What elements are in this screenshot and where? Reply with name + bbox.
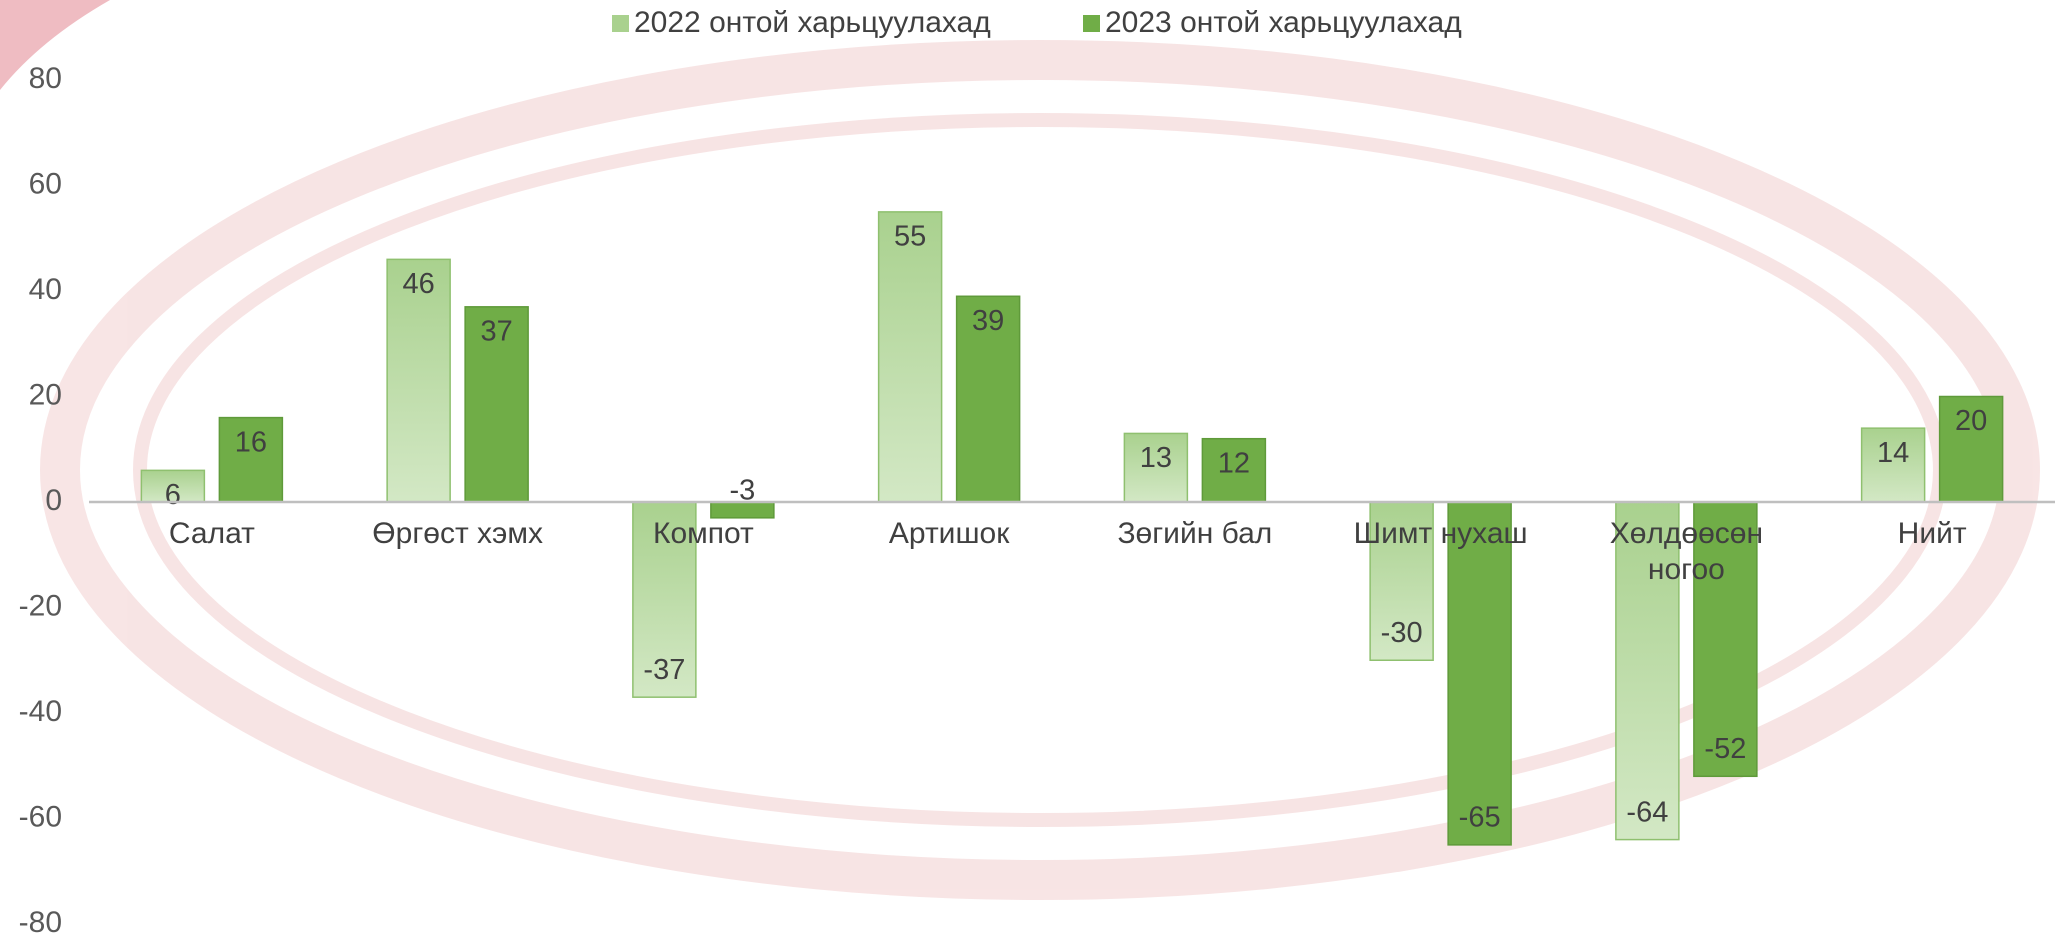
data-label: 14 <box>1877 437 1909 469</box>
bar <box>1447 501 1512 846</box>
bar <box>877 211 943 503</box>
x-tick-label: Өргөст хэмх <box>372 517 543 550</box>
bar <box>140 469 206 503</box>
data-label: -37 <box>643 654 685 686</box>
data-label: -64 <box>1626 796 1668 828</box>
x-tick-label: Салат <box>168 517 255 550</box>
bar <box>1693 501 1758 778</box>
data-label: -30 <box>1381 617 1423 649</box>
y-tick-label: 80 <box>29 62 62 95</box>
bar <box>464 306 529 503</box>
data-label: 20 <box>1955 405 1987 437</box>
y-tick-label: -20 <box>19 589 62 622</box>
y-tick-label: 0 <box>45 484 62 517</box>
bar <box>1201 437 1267 503</box>
x-tick-label-box: Нийт <box>1897 517 1967 550</box>
data-label: 6 <box>165 479 181 511</box>
x-tick-label-box: Салат <box>168 517 255 550</box>
bar <box>386 258 451 503</box>
x-tick-label-box: Компот <box>652 517 754 550</box>
data-label: 13 <box>1140 442 1172 474</box>
data-label: -52 <box>1704 733 1746 765</box>
data-label: 12 <box>1218 447 1250 479</box>
legend-label: 2023 онтой харьцуулахад <box>1105 6 1462 39</box>
legend-swatch <box>612 15 629 32</box>
legend-label: 2022 онтой харьцуулахад <box>634 6 991 39</box>
x-tick-label: Артишок <box>888 517 1010 550</box>
y-tick-label: -40 <box>19 695 62 728</box>
y-tick-label: 40 <box>29 273 62 306</box>
x-tick-label-box: Өргөст хэмх <box>372 517 543 550</box>
data-label: 55 <box>894 221 926 253</box>
x-tick-label: Зөгийн бал <box>1117 517 1273 550</box>
y-tick-label: 60 <box>29 167 62 200</box>
corner-decoration <box>0 0 110 90</box>
bar <box>1938 395 2004 503</box>
data-label: 39 <box>972 305 1004 337</box>
x-tick-label-box: Зөгийн бал <box>1117 517 1273 550</box>
bar <box>632 501 697 698</box>
bar <box>955 295 1021 503</box>
y-tick-label: -60 <box>19 800 62 833</box>
data-label: -65 <box>1459 802 1501 834</box>
data-label: 37 <box>480 315 512 347</box>
x-tick-label: Компот <box>652 517 754 550</box>
x-tick-label-box: Хөлдөөсөн ногоо <box>1609 517 1764 586</box>
x-tick-label-box: Артишок <box>888 517 1010 550</box>
x-tick-label-box: Шимт нухаш <box>1353 517 1528 550</box>
x-tick-label: Шимт нухаш <box>1353 517 1528 550</box>
y-tick-label: -80 <box>19 906 62 937</box>
bar <box>1369 501 1434 661</box>
data-label: 16 <box>235 426 267 458</box>
x-tick-label: Хөлдөөсөн ногоо <box>1609 517 1764 586</box>
bar <box>1860 427 1926 503</box>
bar <box>1615 501 1680 841</box>
data-label: 46 <box>402 268 434 300</box>
x-tick-label: Нийт <box>1897 517 1967 550</box>
bar <box>218 416 284 503</box>
y-tick-label: 20 <box>29 378 62 411</box>
legend-swatch <box>1083 15 1100 32</box>
